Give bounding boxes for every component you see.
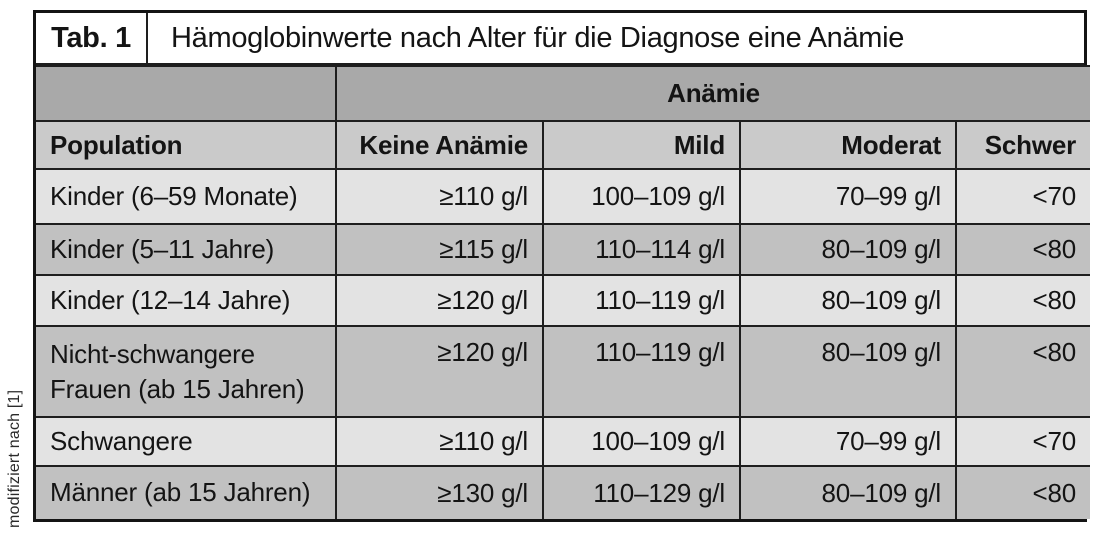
table-row: Kinder (5–11 Jahre) ≥115 g/l 110–114 g/l… [36, 223, 1091, 276]
column-header-moderat: Moderat [739, 120, 957, 170]
cell-schwer: <80 [954, 223, 1091, 276]
figure-title-bar: Tab. 1 Hämoglobinwerte nach Alter für di… [36, 13, 1084, 65]
column-header-mild: Mild [542, 120, 741, 170]
group-header-row: Anämie [36, 65, 1091, 122]
cell-mild: 100–109 g/l [542, 168, 741, 225]
table-row: Männer (ab 15 Jahren) ≥130 g/l 110–129 g… [36, 465, 1091, 519]
table-row: Schwangere ≥110 g/l 100–109 g/l 70–99 g/… [36, 416, 1091, 467]
table-row: Nicht-schwangere Frauen (ab 15 Jahren) ≥… [36, 325, 1091, 418]
column-header-row: Population Keine Anämie Mild Moderat Sch… [36, 120, 1091, 170]
cell-population: Männer (ab 15 Jahren) [36, 465, 337, 519]
cell-keine-anaemie: ≥120 g/l [335, 325, 544, 418]
cell-population: Kinder (5–11 Jahre) [36, 223, 337, 276]
figure-frame: Tab. 1 Hämoglobinwerte nach Alter für di… [33, 10, 1091, 522]
figure-title: Hämoglobinwerte nach Alter für die Diagn… [171, 21, 905, 54]
cell-moderat: 80–109 g/l [739, 465, 957, 519]
cell-schwer: <80 [954, 325, 1091, 418]
cell-mild: 110–114 g/l [542, 223, 741, 276]
source-note-vertical: modifiziert nach [1] [6, 389, 23, 528]
cell-population: Kinder (12–14 Jahre) [36, 274, 337, 327]
group-header-anaemie: Anämie [334, 65, 1091, 122]
cell-moderat: 70–99 g/l [739, 416, 957, 467]
cell-mild: 110–129 g/l [542, 465, 741, 519]
cell-mild: 110–119 g/l [542, 325, 741, 418]
column-header-keine-anaemie: Keine Anämie [335, 120, 544, 170]
cell-moderat: 70–99 g/l [739, 168, 957, 225]
cell-keine-anaemie: ≥120 g/l [335, 274, 544, 327]
figure-tag: Tab. 1 [36, 13, 148, 63]
cell-moderat: 80–109 g/l [739, 325, 957, 418]
cell-mild: 110–119 g/l [542, 274, 741, 327]
cell-population: Kinder (6–59 Monate) [36, 168, 337, 225]
cell-population: Nicht-schwangere Frauen (ab 15 Jahren) [36, 325, 337, 418]
cell-schwer: <80 [954, 274, 1091, 327]
column-header-population: Population [36, 120, 337, 170]
cell-keine-anaemie: ≥115 g/l [335, 223, 544, 276]
hemoglobin-table: Anämie Population Keine Anämie Mild Mode… [36, 65, 1091, 519]
cell-schwer: <70 [954, 168, 1091, 225]
cell-keine-anaemie: ≥130 g/l [335, 465, 544, 519]
cell-moderat: 80–109 g/l [739, 223, 957, 276]
cell-schwer: <70 [954, 416, 1091, 467]
cell-population: Schwangere [36, 416, 337, 467]
table-row: Kinder (12–14 Jahre) ≥120 g/l 110–119 g/… [36, 274, 1091, 327]
cell-schwer: <80 [954, 465, 1091, 519]
group-header-spacer-cell [36, 65, 337, 122]
column-header-schwer: Schwer [954, 120, 1091, 170]
cell-keine-anaemie: ≥110 g/l [335, 168, 544, 225]
cell-moderat: 80–109 g/l [739, 274, 957, 327]
table-row: Kinder (6–59 Monate) ≥110 g/l 100–109 g/… [36, 168, 1091, 225]
cell-keine-anaemie: ≥110 g/l [335, 416, 544, 467]
cell-mild: 100–109 g/l [542, 416, 741, 467]
